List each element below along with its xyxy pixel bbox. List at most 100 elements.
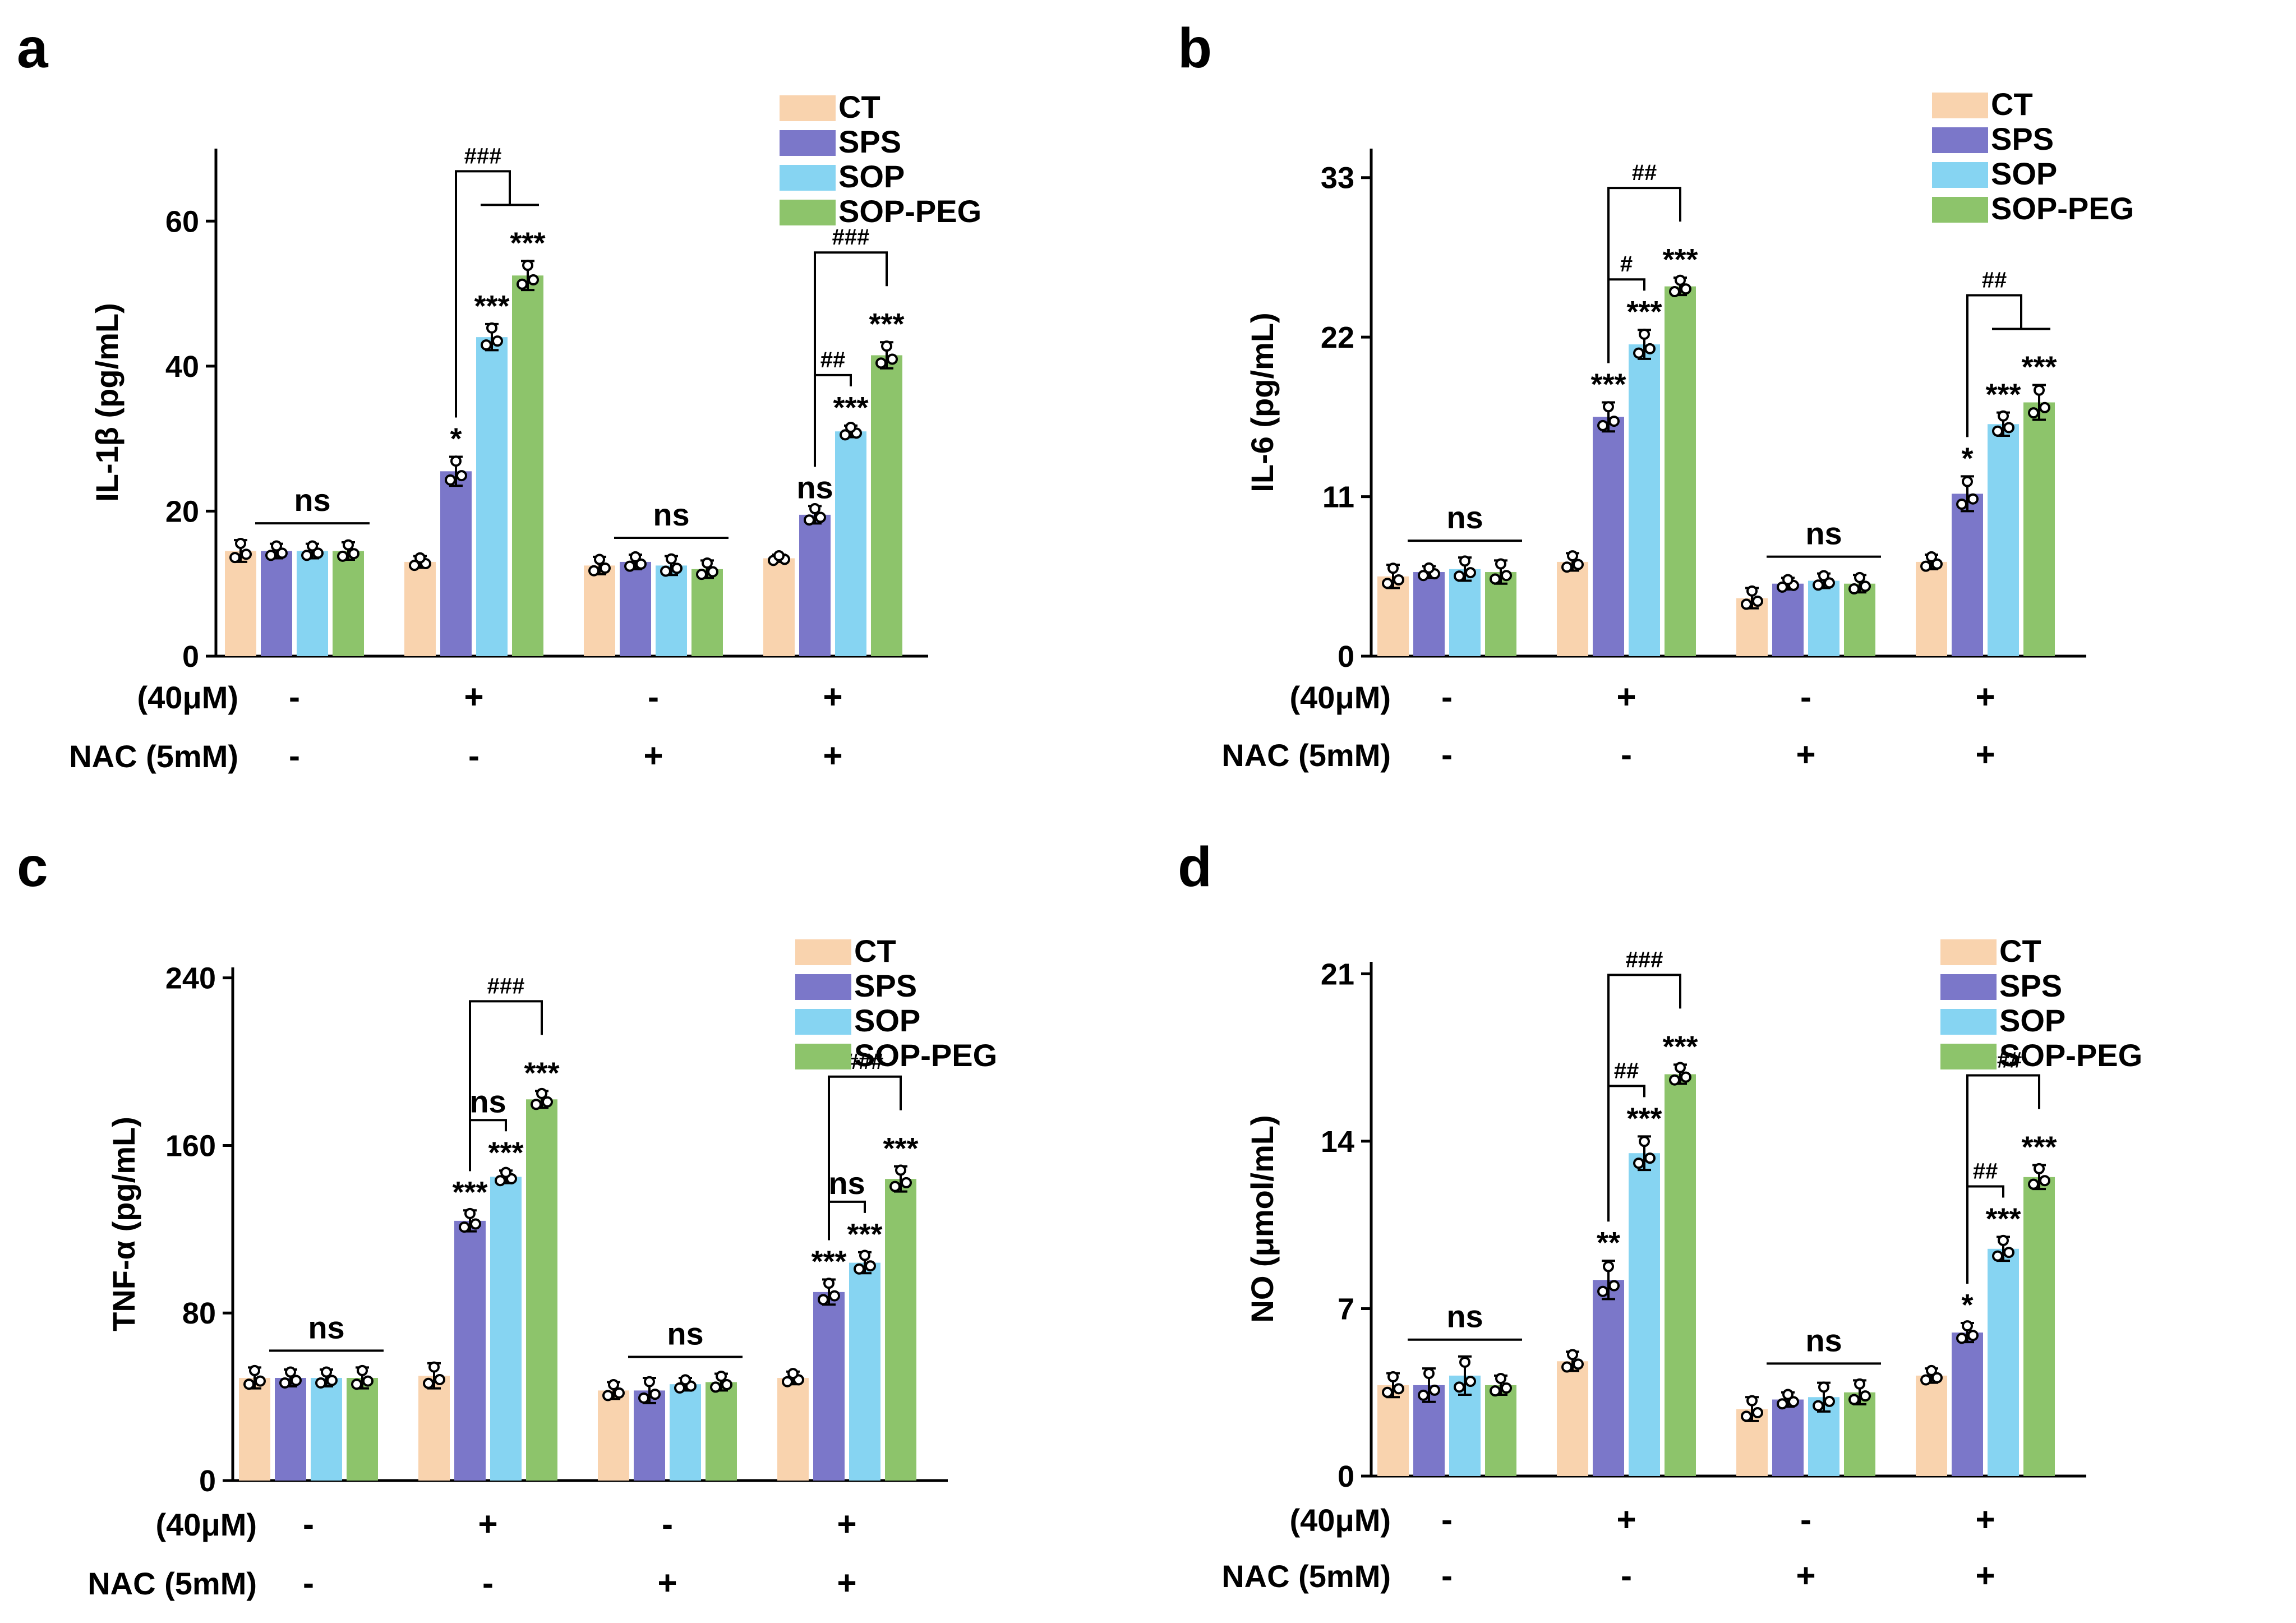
replicate-dot (635, 558, 647, 570)
replicate-dot (1860, 1390, 1871, 1402)
bar-sop-group3 (1988, 1248, 2019, 1476)
replicate-dot (638, 1392, 649, 1404)
bar-sop-peg-group2 (1844, 583, 1875, 656)
replicate-dot (456, 470, 467, 482)
significance-label: *** (452, 1175, 487, 1209)
replicate-dot (1752, 1407, 1763, 1418)
replicate-dot (671, 562, 683, 574)
replicate-dot (414, 552, 426, 564)
bar-sop-group3 (835, 431, 866, 656)
y-tick-label: 80 (182, 1297, 216, 1330)
replicate-dot (2028, 407, 2039, 419)
bar-sop-peg-group0 (347, 1378, 378, 1481)
replicate-dot (528, 274, 539, 286)
bar-sps-group2 (1772, 583, 1804, 656)
replicate-dot (1992, 1250, 2003, 1262)
ns-label: ns (1805, 516, 1842, 551)
replicate-dot (1454, 1381, 1465, 1393)
bracket-label: ## (820, 348, 846, 372)
replicate-dot (1639, 328, 1650, 340)
replicate-dot (1644, 343, 1656, 354)
replicate-dot (594, 554, 605, 565)
bar-sps-group0 (261, 551, 292, 656)
replicate-dot (536, 1087, 547, 1099)
bar-sop-peg-group1 (1665, 1074, 1696, 1476)
condition-row-label: (40μM) (156, 1507, 257, 1542)
replicate-dot (1418, 570, 1429, 582)
replicate-dot (1741, 1410, 1752, 1422)
replicate-dot (696, 569, 707, 580)
replicate-dot (531, 1099, 542, 1110)
replicate-dot (889, 1181, 901, 1192)
y-tick-label: 0 (1338, 1460, 1354, 1493)
condition-mark: + (657, 1564, 677, 1602)
y-tick-label: 14 (1321, 1125, 1354, 1159)
replicate-dot (1782, 574, 1794, 585)
replicate-dot (1860, 580, 1871, 592)
replicate-dot (1387, 562, 1399, 574)
replicate-dot (450, 455, 462, 467)
replicate-dot (464, 1207, 476, 1219)
y-tick-label: 11 (1322, 481, 1354, 514)
bar-sps-group2 (634, 1390, 665, 1481)
y-tick-label: 0 (199, 1464, 216, 1498)
ns-label: ns (653, 497, 689, 532)
bar-sps-group0 (275, 1378, 306, 1481)
comparison-bracket (828, 1075, 902, 1241)
replicate-dot (265, 550, 276, 561)
bar-ct-group1 (1557, 1361, 1588, 1476)
replicate-dot (1931, 558, 1943, 570)
replicate-dot (1633, 347, 1644, 359)
replicate-dot (326, 1375, 338, 1386)
y-axis-label: TNF-α (pg/mL) (106, 1117, 141, 1331)
bar-sop-peg-group2 (1844, 1392, 1875, 1476)
bar-sps-group1 (1593, 417, 1624, 656)
replicate-dot (357, 1364, 368, 1376)
comparison-bracket (1607, 974, 1681, 1222)
replicate-dot (782, 1376, 793, 1387)
replicate-dot (2028, 1178, 2039, 1190)
replicate-dot (1567, 1349, 1578, 1361)
bar-sop-peg-group1 (512, 275, 543, 656)
bar-sps-group1 (1593, 1280, 1624, 1476)
replicate-dot (285, 1366, 296, 1378)
legend-swatch-sps (780, 130, 836, 156)
bracket-label: ### (464, 144, 502, 168)
bracket-label: ## (1632, 160, 1657, 185)
significance-label: *** (1590, 368, 1626, 402)
bar-sop-group1 (476, 337, 508, 656)
condition-mark: - (1441, 678, 1453, 716)
significance-label: *** (1626, 295, 1662, 329)
bracket-label: ## (1614, 1058, 1639, 1083)
significance-label: ** (1597, 1226, 1620, 1260)
replicate-dot (445, 474, 456, 486)
replicate-dot (235, 537, 246, 549)
replicate-dot (680, 1374, 691, 1386)
condition-row-label: (40μM) (137, 680, 239, 715)
bar-sop-group2 (670, 1384, 701, 1481)
replicate-dot (1561, 1361, 1573, 1373)
replicate-dot (1465, 1376, 1476, 1387)
legend-swatch-sop (795, 1009, 851, 1035)
replicate-dot (459, 1221, 470, 1233)
bracket-label: ### (487, 974, 525, 998)
condition-row-label: (40μM) (1290, 680, 1391, 715)
condition-mark: + (478, 1505, 497, 1543)
bar-ct-group1 (1557, 561, 1588, 656)
legend-label: SOP (1999, 1003, 2066, 1038)
condition-mark: + (1616, 1501, 1636, 1538)
condition-row-label: NAC (5mM) (87, 1566, 257, 1601)
ns-label: ns (1446, 1299, 1483, 1334)
bar-sop-peg-group0 (333, 551, 364, 656)
condition-mark: - (1441, 1557, 1453, 1594)
significance-label: * (450, 422, 462, 455)
bracket-label: ### (1626, 947, 1663, 972)
replicate-dot (2034, 384, 2045, 396)
bar-sop-peg-group0 (1485, 1385, 1516, 1476)
replicate-dot (1998, 1234, 2009, 1246)
replicate-dot (707, 566, 718, 578)
replicate-dot (1603, 1261, 1614, 1272)
bracket-label: # (1620, 252, 1633, 276)
replicate-dot (321, 1366, 332, 1378)
